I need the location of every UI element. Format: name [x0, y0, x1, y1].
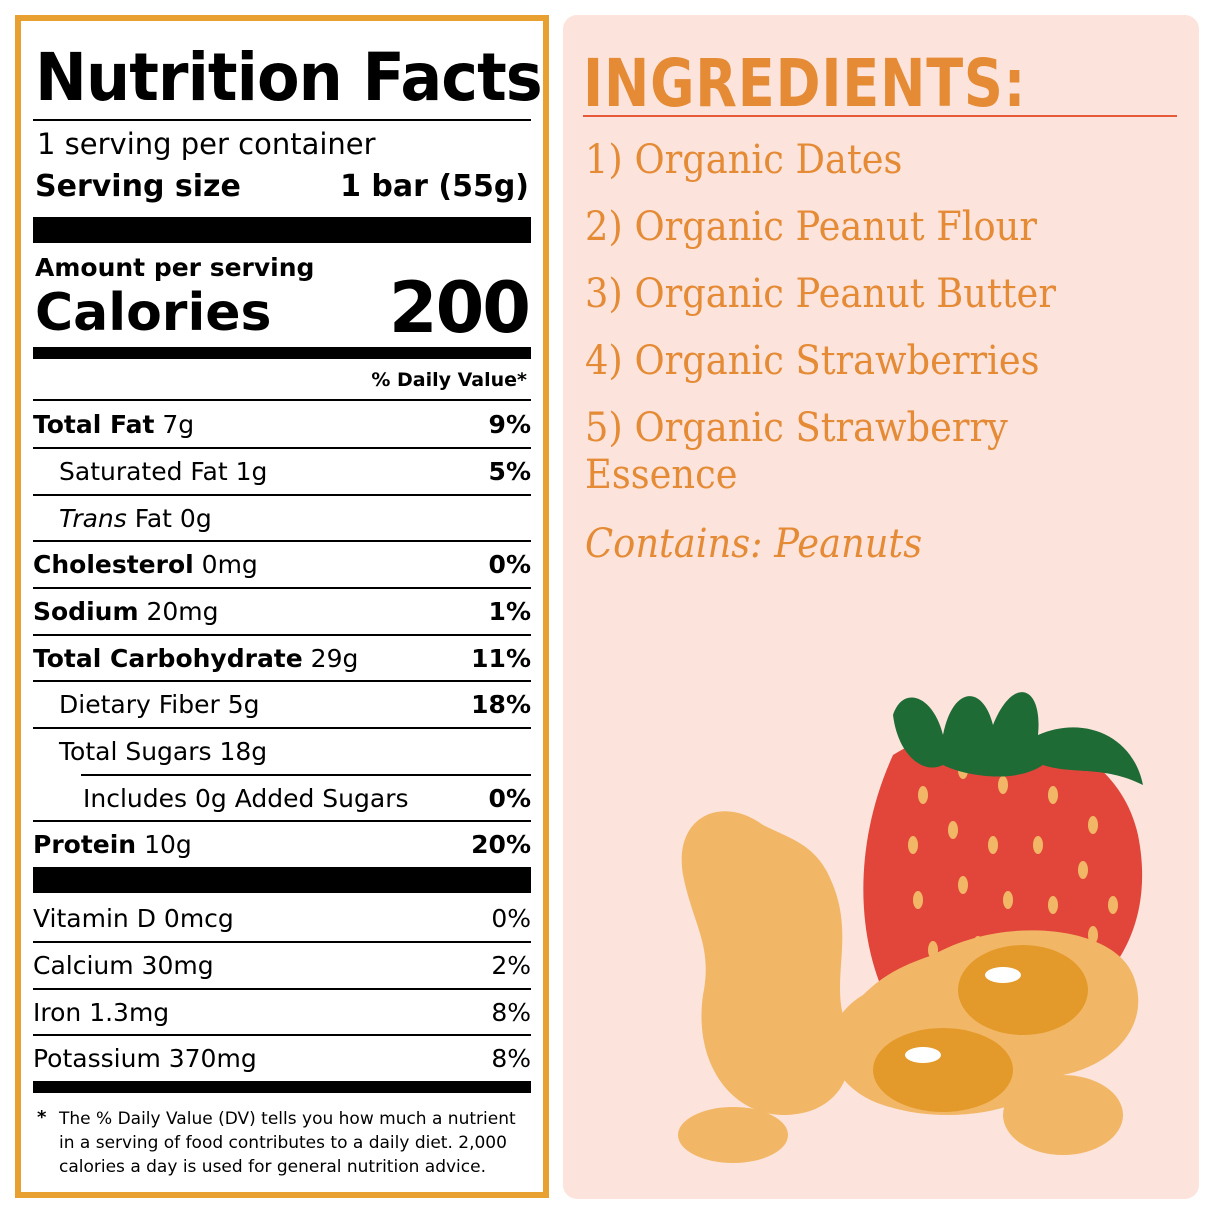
nutrient-name: Saturated Fat	[59, 456, 228, 486]
nutrient-amount: 20mg	[146, 596, 219, 626]
divider	[81, 774, 531, 776]
servings-per-container: 1 serving per container	[37, 127, 376, 161]
divider	[33, 399, 531, 401]
vitamin-dv: 2%	[491, 950, 531, 980]
nutrient-row: Sodium 20mg 1%	[33, 588, 531, 634]
nutrient-amount: 10g	[144, 829, 192, 859]
medium-bar	[33, 347, 531, 359]
nutrient-row: Protein 10g 20%	[33, 821, 531, 867]
divider	[33, 680, 531, 682]
vitamin-name: Potassium 370mg	[33, 1043, 257, 1073]
nutrient-row: Dietary Fiber 5g 18%	[33, 681, 531, 727]
divider	[33, 540, 531, 542]
nutrient-row: Cholesterol 0mg 0%	[33, 541, 531, 587]
nutrient-dv: 0%	[488, 549, 531, 579]
ingredient-item: 4) Organic Strawberries	[585, 338, 1040, 384]
nutrition-title: Nutrition Facts	[35, 39, 543, 116]
divider	[33, 494, 531, 496]
vitamin-dv: 8%	[491, 1043, 531, 1073]
vitamin-name: Calcium 30mg	[33, 950, 214, 980]
divider	[33, 119, 531, 121]
strawberry-peanut-illustration	[678, 692, 1143, 1163]
amount-per-serving: Amount per serving	[35, 253, 315, 282]
serving-size-label: Serving size	[35, 169, 241, 204]
nutrient-row: Trans Fat 0g	[33, 495, 531, 541]
divider	[33, 988, 531, 990]
vitamin-dv: 8%	[491, 997, 531, 1027]
nutrient-dv: 9%	[488, 409, 531, 439]
medium-bar	[33, 1081, 531, 1093]
thick-bar	[33, 867, 531, 893]
ingredient-item: 3) Organic Peanut Butter	[585, 271, 1056, 317]
nutrient-name: Total Sugars	[59, 736, 212, 766]
nutrient-row: Saturated Fat 1g 5%	[33, 448, 531, 494]
serving-size-value: 1 bar (55g)	[340, 169, 529, 204]
nutrient-amount: 29g	[310, 643, 359, 673]
nutrient-name: Trans	[59, 503, 127, 533]
vitamin-name: Vitamin D 0mcg	[33, 903, 234, 933]
nutrient-dv: 1%	[488, 596, 531, 626]
title-underline	[583, 115, 1177, 117]
footnote: The % Daily Value (DV) tells you how muc…	[59, 1109, 516, 1177]
divider	[33, 820, 531, 822]
thick-bar	[33, 217, 531, 243]
ingredient-item-continued: Essence	[585, 452, 738, 498]
nutrient-amount: 18g	[219, 736, 268, 766]
nutrient-dv: 18%	[471, 689, 531, 719]
nutrient-row: Includes 0g Added Sugars 0%	[33, 775, 531, 821]
calories-label: Calories	[35, 283, 272, 343]
nutrient-amount: 1g	[235, 456, 268, 486]
ingredients-panel: INGREDIENTS: 1) Organic Dates 2) Organic…	[563, 15, 1199, 1199]
vitamin-name: Iron 1.3mg	[33, 997, 170, 1027]
nutrient-dv: 20%	[471, 829, 531, 859]
divider	[33, 941, 531, 943]
daily-value-header: % Daily Value*	[371, 369, 527, 391]
nutrient-dv: 11%	[471, 643, 531, 673]
nutrient-dv: 0%	[488, 783, 531, 813]
allergen-statement: Contains: Peanuts	[585, 521, 923, 567]
nutrient-name: Sodium	[33, 596, 139, 626]
nutrient-row: Total Fat 7g 9%	[33, 401, 531, 447]
divider	[33, 587, 531, 589]
nutrient-amount: 5g	[227, 689, 260, 719]
nutrient-name: Includes 0g Added Sugars	[83, 783, 409, 813]
divider	[33, 1034, 531, 1036]
vitamin-row: Iron 1.3mg 8%	[33, 989, 531, 1035]
vitamin-dv: 0%	[491, 903, 531, 933]
vitamin-row: Potassium 370mg 8%	[33, 1035, 531, 1081]
peanut-icon	[678, 811, 1139, 1163]
nutrient-name: Total Fat	[33, 409, 155, 439]
vitamin-row: Calcium 30mg 2%	[33, 942, 531, 988]
nutrient-row: Total Sugars 18g	[33, 728, 531, 774]
ingredients-title: INGREDIENTS:	[583, 45, 1027, 122]
ingredient-item: 1) Organic Dates	[585, 137, 903, 183]
nutrient-amount: 7g	[162, 409, 195, 439]
nutrient-amount: Fat 0g	[134, 503, 212, 533]
nutrient-name: Dietary Fiber	[59, 689, 220, 719]
nutrient-dv: 5%	[488, 456, 531, 486]
footnote-asterisk: *	[37, 1107, 47, 1128]
divider	[33, 634, 531, 636]
vitamin-row: Vitamin D 0mcg 0%	[33, 895, 531, 941]
divider	[33, 447, 531, 449]
nutrient-row: Total Carbohydrate 29g 11%	[33, 635, 531, 681]
nutrient-name: Total Carbohydrate	[33, 643, 303, 673]
nutrient-amount: 0mg	[201, 549, 258, 579]
nutrition-facts-label: Nutrition Facts 1 serving per container …	[15, 15, 549, 1198]
calories-value: 200	[388, 267, 531, 349]
nutrient-name: Protein	[33, 829, 137, 859]
ingredient-item: 2) Organic Peanut Flour	[585, 204, 1037, 250]
divider	[33, 727, 531, 729]
ingredient-item: 5) Organic Strawberry	[585, 405, 1008, 451]
nutrient-name: Cholesterol	[33, 549, 194, 579]
